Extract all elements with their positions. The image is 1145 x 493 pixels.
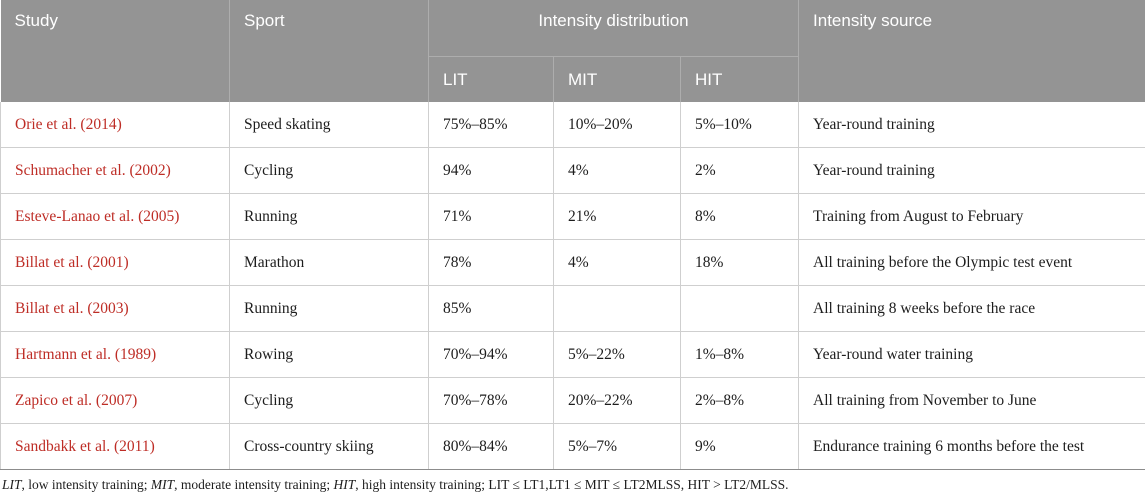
lit-cell: 75%–85% xyxy=(429,102,554,148)
hit-cell: 8% xyxy=(681,194,799,240)
table-footnote: LIT, low intensity training; MIT, modera… xyxy=(0,470,1145,493)
sport-cell: Marathon xyxy=(230,240,429,286)
footnote-abbr-mit: MIT xyxy=(151,477,174,492)
table-row: Schumacher et al. (2002) Cycling 94% 4% … xyxy=(1,148,1145,194)
lit-cell: 71% xyxy=(429,194,554,240)
mit-cell: 21% xyxy=(554,194,681,240)
table-row: Billat et al. (2003) Running 85% All tra… xyxy=(1,286,1145,332)
study-cell: Orie et al. (2014) xyxy=(1,102,230,148)
header-sport: Sport xyxy=(230,0,429,102)
lit-cell: 78% xyxy=(429,240,554,286)
hit-cell: 18% xyxy=(681,240,799,286)
table-row: Hartmann et al. (1989) Rowing 70%–94% 5%… xyxy=(1,332,1145,378)
mit-cell: 20%–22% xyxy=(554,378,681,424)
training-intensity-table: Study Sport Intensity distribution Inten… xyxy=(0,0,1145,470)
hit-cell: 2%–8% xyxy=(681,378,799,424)
study-cell: Esteve-Lanao et al. (2005) xyxy=(1,194,230,240)
source-cell: Year-round water training xyxy=(799,332,1145,378)
study-cell: Zapico et al. (2007) xyxy=(1,378,230,424)
source-cell: Year-round training xyxy=(799,148,1145,194)
mit-cell: 4% xyxy=(554,148,681,194)
source-cell: All training before the Olympic test eve… xyxy=(799,240,1145,286)
sport-cell: Running xyxy=(230,286,429,332)
hit-cell: 1%–8% xyxy=(681,332,799,378)
lit-cell: 94% xyxy=(429,148,554,194)
study-cell: Schumacher et al. (2002) xyxy=(1,148,230,194)
mit-cell: 5%–7% xyxy=(554,424,681,470)
citation-link[interactable]: Schumacher et al. (2002) xyxy=(15,162,171,179)
table-row: Zapico et al. (2007) Cycling 70%–78% 20%… xyxy=(1,378,1145,424)
footnote-text: , low intensity training; xyxy=(22,477,151,492)
footnote-abbr-hit: HIT xyxy=(333,477,355,492)
header-mit: MIT xyxy=(554,57,681,103)
lit-cell: 85% xyxy=(429,286,554,332)
table-header: Study Sport Intensity distribution Inten… xyxy=(1,0,1145,102)
study-cell: Hartmann et al. (1989) xyxy=(1,332,230,378)
hit-cell xyxy=(681,286,799,332)
source-cell: All training from November to June xyxy=(799,378,1145,424)
hit-cell: 9% xyxy=(681,424,799,470)
source-cell: Endurance training 6 months before the t… xyxy=(799,424,1145,470)
table-body: Orie et al. (2014) Speed skating 75%–85%… xyxy=(1,102,1145,470)
header-intensity-distribution: Intensity distribution xyxy=(429,0,799,57)
sport-cell: Cycling xyxy=(230,148,429,194)
mit-cell: 4% xyxy=(554,240,681,286)
source-cell: All training 8 weeks before the race xyxy=(799,286,1145,332)
mit-cell xyxy=(554,286,681,332)
header-hit: HIT xyxy=(681,57,799,103)
study-cell: Billat et al. (2001) xyxy=(1,240,230,286)
study-cell: Sandbakk et al. (2011) xyxy=(1,424,230,470)
sport-cell: Running xyxy=(230,194,429,240)
footnote-text: , high intensity training; LIT ≤ LT1,LT1… xyxy=(355,477,788,492)
study-cell: Billat et al. (2003) xyxy=(1,286,230,332)
sport-cell: Cycling xyxy=(230,378,429,424)
table-row: Billat et al. (2001) Marathon 78% 4% 18%… xyxy=(1,240,1145,286)
table-row: Orie et al. (2014) Speed skating 75%–85%… xyxy=(1,102,1145,148)
citation-link[interactable]: Zapico et al. (2007) xyxy=(15,392,137,409)
mit-cell: 10%–20% xyxy=(554,102,681,148)
citation-link[interactable]: Esteve-Lanao et al. (2005) xyxy=(15,208,179,225)
hit-cell: 2% xyxy=(681,148,799,194)
sport-cell: Speed skating xyxy=(230,102,429,148)
footnote-text: , moderate intensity training; xyxy=(174,477,333,492)
mit-cell: 5%–22% xyxy=(554,332,681,378)
citation-link[interactable]: Sandbakk et al. (2011) xyxy=(15,438,155,455)
hit-cell: 5%–10% xyxy=(681,102,799,148)
sport-cell: Cross-country skiing xyxy=(230,424,429,470)
header-intensity-source: Intensity source xyxy=(799,0,1145,102)
citation-link[interactable]: Hartmann et al. (1989) xyxy=(15,346,156,363)
source-cell: Training from August to February xyxy=(799,194,1145,240)
table-row: Esteve-Lanao et al. (2005) Running 71% 2… xyxy=(1,194,1145,240)
footnote-abbr-lit: LIT xyxy=(2,477,22,492)
table-row: Sandbakk et al. (2011) Cross-country ski… xyxy=(1,424,1145,470)
header-study: Study xyxy=(1,0,230,102)
citation-link[interactable]: Billat et al. (2001) xyxy=(15,254,129,271)
lit-cell: 70%–94% xyxy=(429,332,554,378)
lit-cell: 80%–84% xyxy=(429,424,554,470)
sport-cell: Rowing xyxy=(230,332,429,378)
citation-link[interactable]: Orie et al. (2014) xyxy=(15,116,122,133)
lit-cell: 70%–78% xyxy=(429,378,554,424)
source-cell: Year-round training xyxy=(799,102,1145,148)
citation-link[interactable]: Billat et al. (2003) xyxy=(15,300,129,317)
header-lit: LIT xyxy=(429,57,554,103)
